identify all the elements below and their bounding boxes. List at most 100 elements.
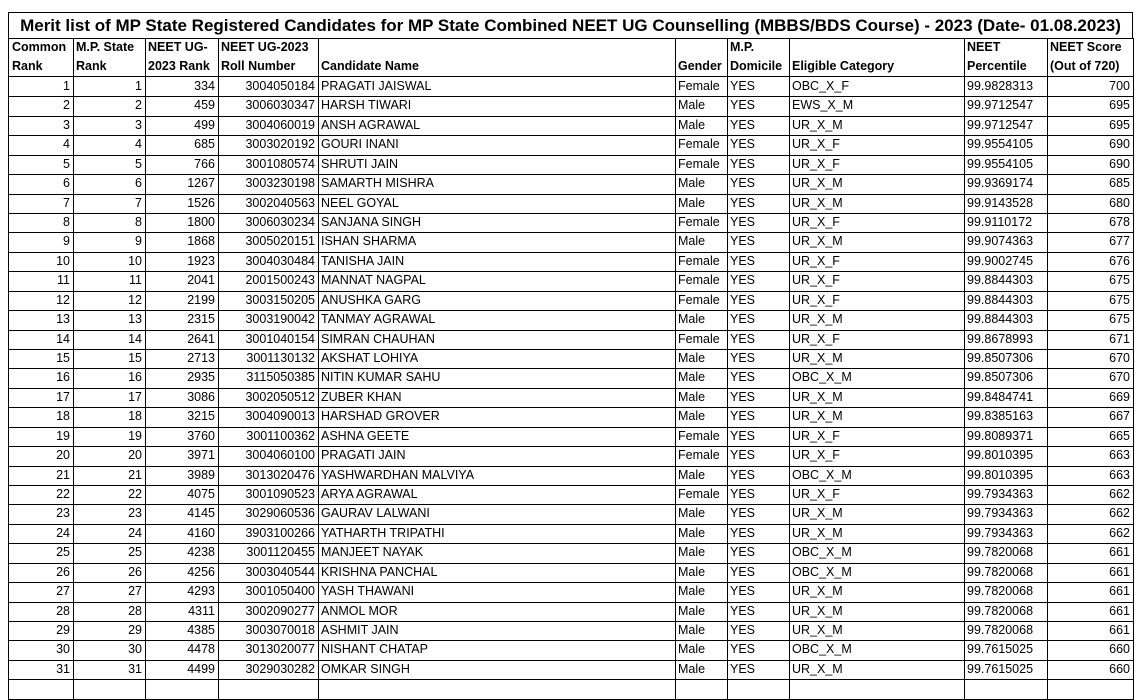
common-rank: 19 xyxy=(8,426,74,448)
candidate-name: AKSHAT LOHIYA xyxy=(318,349,676,370)
header-cell: NEET UG-2023 Roll Number xyxy=(218,38,319,77)
common-rank: 20 xyxy=(8,446,74,467)
percentile: 99.8507306 xyxy=(964,349,1048,370)
candidate-name: YASHWARDHAN MALVIYA xyxy=(318,465,676,487)
percentile: 99.9712547 xyxy=(964,115,1048,137)
gender: Male xyxy=(675,582,728,603)
category: UR_X_F xyxy=(789,271,965,292)
state-rank: 11 xyxy=(73,271,146,292)
common-rank: 1 xyxy=(8,77,74,98)
header-cell: Gender xyxy=(675,38,728,77)
neet-rank: 1868 xyxy=(145,232,219,253)
category: EWS_X_M xyxy=(789,96,965,117)
candidate-name: TANMAY AGRAWAL xyxy=(318,310,676,331)
neet-rank: 1526 xyxy=(145,193,219,214)
score: 685 xyxy=(1047,174,1134,195)
gender: Male xyxy=(675,659,728,681)
domicile: YES xyxy=(727,96,790,117)
candidate-name: MANNAT NAGPAL xyxy=(318,271,676,292)
roll-number: 3003040544 xyxy=(218,562,319,584)
domicile: YES xyxy=(727,232,790,253)
neet-rank: 499 xyxy=(145,115,219,137)
header-line: (Out of 720) xyxy=(1050,59,1120,73)
header-line: NEET xyxy=(967,40,1001,54)
score: 661 xyxy=(1047,601,1134,623)
percentile: 99.7820068 xyxy=(964,562,1048,584)
common-rank: 22 xyxy=(8,485,74,506)
candidate-name: NISHANT CHATAP xyxy=(318,640,676,661)
header-line: NEET UG-2023 xyxy=(221,40,309,54)
score: 675 xyxy=(1047,310,1134,331)
neet-rank: 685 xyxy=(145,135,219,156)
candidate-name: NEEL GOYAL xyxy=(318,193,676,214)
roll-number: 3004030484 xyxy=(218,251,319,273)
domicile: YES xyxy=(727,621,790,642)
domicile: YES xyxy=(727,562,790,584)
state-rank: 8 xyxy=(73,213,146,234)
candidate-name: PRAGATI JAIN xyxy=(318,446,676,467)
header-cell: Eligible Category xyxy=(789,38,965,77)
category: UR_X_F xyxy=(789,135,965,156)
header-line: Eligible Category xyxy=(792,59,895,73)
percentile: 99.8010395 xyxy=(964,446,1048,467)
state-rank: 17 xyxy=(73,387,146,409)
roll-number: 3013020077 xyxy=(218,640,319,661)
gender: Male xyxy=(675,523,728,545)
gender: Male xyxy=(675,562,728,584)
score: 700 xyxy=(1047,77,1134,98)
roll-number: 3003150205 xyxy=(218,290,319,312)
category: UR_X_M xyxy=(789,601,965,623)
domicile: YES xyxy=(727,601,790,623)
header-line: M.P. xyxy=(730,40,755,54)
candidate-name: TANISHA JAIN xyxy=(318,251,676,273)
score: 661 xyxy=(1047,543,1134,564)
state-rank: 26 xyxy=(73,562,146,584)
domicile: YES xyxy=(727,407,790,428)
category: OBC_X_M xyxy=(789,368,965,389)
domicile: YES xyxy=(727,135,790,156)
score: 669 xyxy=(1047,387,1134,409)
neet-rank: 334 xyxy=(145,77,219,98)
percentile: 99.7820068 xyxy=(964,621,1048,642)
empty-cell xyxy=(675,679,728,700)
state-rank: 18 xyxy=(73,407,146,428)
candidate-name: KRISHNA PANCHAL xyxy=(318,562,676,584)
percentile: 99.8484741 xyxy=(964,387,1048,409)
roll-number: 3004050184 xyxy=(218,77,319,98)
percentile: 99.9554105 xyxy=(964,154,1048,176)
header-line: M.P. State xyxy=(76,40,135,54)
common-rank: 14 xyxy=(8,329,74,350)
candidate-name: SANJANA SINGH xyxy=(318,213,676,234)
gender: Male xyxy=(675,387,728,409)
state-rank: 3 xyxy=(73,115,146,137)
candidate-name: SIMRAN CHAUHAN xyxy=(318,329,676,350)
candidate-name: ANSH AGRAWAL xyxy=(318,115,676,137)
percentile: 99.8010395 xyxy=(964,465,1048,487)
state-rank: 6 xyxy=(73,174,146,195)
roll-number: 3004060019 xyxy=(218,115,319,137)
state-rank: 28 xyxy=(73,601,146,623)
percentile: 99.8678993 xyxy=(964,329,1048,350)
gender: Female xyxy=(675,213,728,234)
category: UR_X_M xyxy=(789,349,965,370)
gender: Male xyxy=(675,368,728,389)
domicile: YES xyxy=(727,213,790,234)
domicile: YES xyxy=(727,465,790,487)
gender: Female xyxy=(675,251,728,273)
neet-rank: 4075 xyxy=(145,485,219,506)
state-rank: 13 xyxy=(73,310,146,331)
empty-cell xyxy=(218,679,319,700)
gender: Female xyxy=(675,135,728,156)
header-line: Rank xyxy=(76,59,107,73)
neet-rank: 3989 xyxy=(145,465,219,487)
sheet-title: Merit list of MP State Registered Candid… xyxy=(8,12,1133,39)
gender: Male xyxy=(675,115,728,137)
percentile: 99.7934363 xyxy=(964,523,1048,545)
percentile: 99.7820068 xyxy=(964,601,1048,623)
empty-cell xyxy=(964,679,1048,700)
neet-rank: 4256 xyxy=(145,562,219,584)
domicile: YES xyxy=(727,251,790,273)
roll-number: 3002050512 xyxy=(218,387,319,409)
score: 661 xyxy=(1047,562,1134,584)
percentile: 99.8089371 xyxy=(964,426,1048,448)
